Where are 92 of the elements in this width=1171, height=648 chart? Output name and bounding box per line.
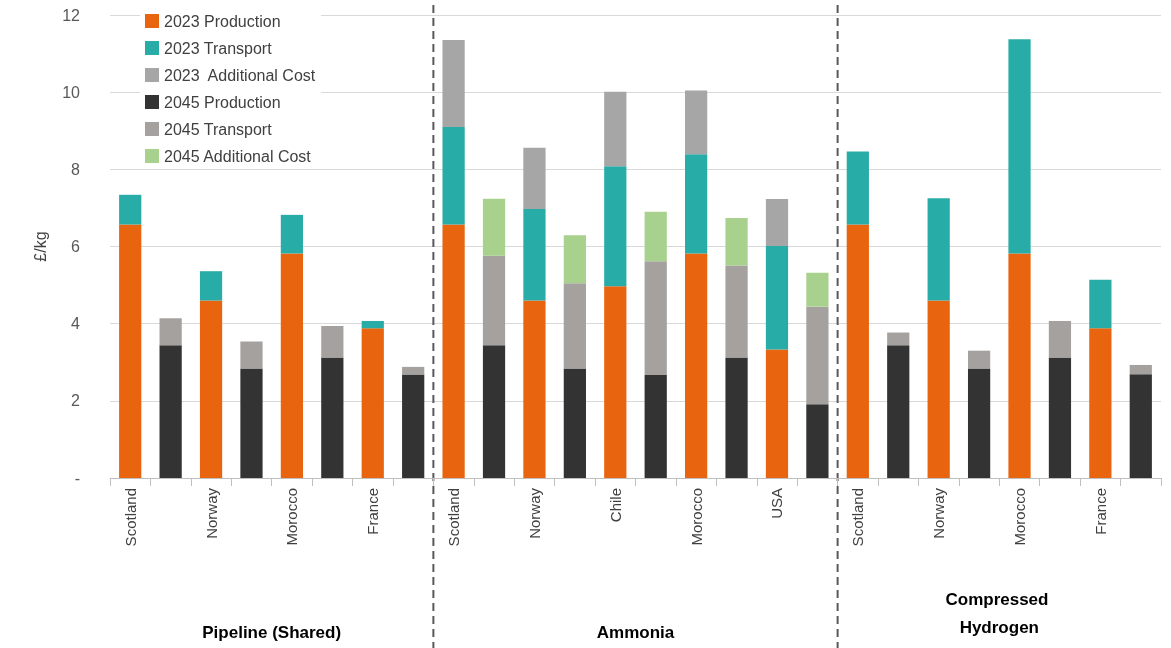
x-tick-label: Norway bbox=[525, 487, 543, 539]
bar bbox=[806, 306, 829, 405]
y-tick-label: 4 bbox=[71, 315, 81, 333]
bar bbox=[644, 374, 667, 478]
bar bbox=[280, 253, 304, 478]
bar bbox=[1048, 320, 1072, 358]
bar bbox=[321, 357, 344, 478]
bar bbox=[199, 271, 223, 301]
bar bbox=[1129, 374, 1152, 478]
bar bbox=[361, 328, 384, 478]
x-tick-label: France bbox=[1091, 488, 1109, 535]
bar bbox=[442, 126, 465, 225]
legend-label: 2045 Additional Cost bbox=[164, 147, 312, 165]
bar bbox=[442, 40, 465, 127]
x-tick-label: Norway bbox=[202, 487, 220, 539]
x-tick-label: Scotland bbox=[849, 488, 867, 547]
bar bbox=[644, 211, 667, 262]
bar bbox=[725, 265, 748, 358]
bar bbox=[685, 253, 708, 478]
bar bbox=[604, 166, 627, 287]
bar bbox=[927, 198, 950, 301]
bar bbox=[685, 154, 708, 254]
bar bbox=[482, 198, 506, 256]
bar bbox=[563, 283, 586, 369]
bar bbox=[967, 350, 991, 369]
bar bbox=[321, 325, 344, 358]
bar bbox=[1129, 364, 1152, 375]
bar bbox=[523, 300, 546, 478]
bar bbox=[967, 368, 991, 478]
bar bbox=[765, 199, 789, 247]
bar bbox=[240, 341, 263, 369]
legend-label: 2023 Production bbox=[164, 12, 281, 30]
x-tick-label: Morocco bbox=[1011, 488, 1029, 546]
bar bbox=[402, 374, 425, 478]
x-tick-label: USA bbox=[768, 488, 786, 519]
bar bbox=[887, 345, 910, 478]
bar bbox=[846, 224, 869, 478]
bar bbox=[523, 209, 546, 301]
y-tick-label: 6 bbox=[71, 238, 81, 255]
y-tick-label: 12 bbox=[62, 6, 81, 24]
x-tick-label: Norway bbox=[930, 487, 948, 539]
y-axis-title: £/kg bbox=[31, 231, 49, 262]
bar bbox=[240, 368, 263, 478]
bar bbox=[280, 214, 304, 254]
x-tick-label: Morocco bbox=[283, 488, 301, 546]
bar bbox=[685, 90, 708, 155]
bar bbox=[1089, 279, 1112, 329]
bar bbox=[159, 345, 182, 478]
bar bbox=[1008, 39, 1031, 254]
legend-label: 2045 Production bbox=[164, 93, 281, 111]
bar bbox=[725, 217, 748, 266]
bar bbox=[442, 224, 465, 478]
bar bbox=[361, 320, 384, 329]
bar bbox=[119, 224, 142, 478]
bar bbox=[523, 147, 546, 210]
bar bbox=[846, 151, 869, 225]
bar bbox=[1089, 328, 1112, 478]
bar bbox=[402, 366, 425, 375]
bar bbox=[159, 318, 182, 346]
bar bbox=[1008, 253, 1031, 478]
legend-label: 2045 Transport bbox=[164, 120, 273, 138]
bar bbox=[1048, 357, 1072, 478]
x-tick-label: France bbox=[364, 488, 382, 535]
bar bbox=[887, 332, 910, 346]
bar bbox=[199, 300, 223, 478]
legend-label: 2023 Additional Cost bbox=[164, 66, 316, 84]
bar bbox=[644, 261, 667, 375]
bar bbox=[927, 300, 950, 478]
y-tick-label: 8 bbox=[71, 160, 81, 178]
bar bbox=[482, 255, 506, 346]
x-tick-label: Scotland bbox=[121, 488, 139, 547]
bar bbox=[806, 404, 829, 478]
bar bbox=[563, 368, 586, 478]
bar bbox=[725, 357, 748, 478]
y-tick-label: 10 bbox=[62, 83, 81, 101]
bar bbox=[765, 246, 789, 350]
y-tick-label: 2 bbox=[71, 392, 81, 410]
text: Ammonia bbox=[596, 622, 675, 642]
bar bbox=[119, 194, 142, 225]
x-tick-label: Chile bbox=[606, 488, 624, 523]
text: Compressed Hydrogen bbox=[945, 589, 1054, 637]
y-tick-label: - bbox=[74, 469, 80, 487]
bar bbox=[765, 349, 789, 478]
bar bbox=[563, 235, 586, 284]
legend-label: 2023 Transport bbox=[164, 39, 273, 57]
x-tick-label: Morocco bbox=[687, 488, 705, 546]
bar bbox=[604, 91, 627, 167]
x-tick-label: Scotland bbox=[445, 488, 463, 547]
text: Pipeline (Shared) bbox=[202, 622, 342, 642]
bar bbox=[482, 345, 506, 478]
bar bbox=[604, 286, 627, 478]
bar bbox=[806, 272, 829, 307]
